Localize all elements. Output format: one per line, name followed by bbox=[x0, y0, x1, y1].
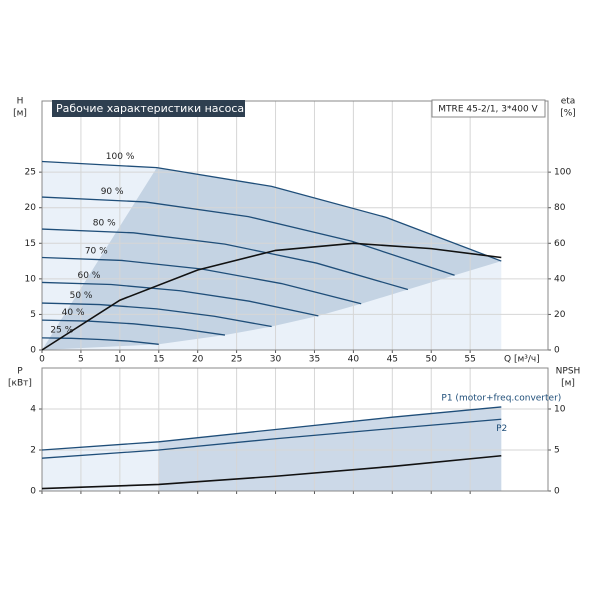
y2-tick-label: 10 bbox=[554, 405, 566, 415]
y2-axis-unit: [%] bbox=[560, 109, 576, 119]
series-label: 80 % bbox=[93, 218, 116, 228]
series-line bbox=[41, 406, 502, 451]
y2-axis-unit: [м] bbox=[561, 379, 575, 389]
x-tick-label: 50 bbox=[426, 355, 438, 365]
series-label: 60 % bbox=[78, 271, 101, 281]
series-line bbox=[41, 242, 502, 351]
x-tick-label: 15 bbox=[153, 355, 164, 365]
x-tick-label: 20 bbox=[192, 355, 204, 365]
series-label: 40 % bbox=[62, 308, 85, 318]
x-tick-label: 45 bbox=[387, 355, 398, 365]
model-label: MTRE 45-2/1, 3*400 V bbox=[438, 105, 538, 115]
y-tick-label: 0 bbox=[30, 346, 36, 356]
x-tick-label: 30 bbox=[270, 355, 282, 365]
y-tick-label: 2 bbox=[30, 446, 36, 456]
plot-frame bbox=[41, 100, 549, 351]
x-tick-label: 25 bbox=[231, 355, 242, 365]
y2-axis-label: NPSH bbox=[556, 367, 581, 377]
series-line bbox=[41, 418, 502, 459]
series-line bbox=[41, 454, 502, 490]
operating-area bbox=[158, 406, 502, 491]
plot-frame bbox=[41, 367, 549, 492]
y2-tick-label: 0 bbox=[554, 346, 560, 356]
y2-tick-label: 40 bbox=[554, 274, 566, 284]
series-line bbox=[41, 196, 455, 276]
x-tick-label: 35 bbox=[309, 355, 320, 365]
y2-tick-label: 80 bbox=[554, 203, 566, 213]
series-label: 70 % bbox=[85, 246, 108, 256]
y-axis-unit: [кВт] bbox=[8, 379, 32, 389]
y2-axis-label: eta bbox=[561, 97, 576, 107]
series-label: 25 % bbox=[50, 326, 73, 336]
y-tick-label: 20 bbox=[25, 203, 37, 213]
y-axis-label: P bbox=[17, 367, 23, 377]
series-label: P2 bbox=[496, 424, 507, 434]
y2-tick-label: 20 bbox=[554, 310, 566, 320]
series-line bbox=[41, 228, 409, 291]
series-line bbox=[41, 281, 319, 317]
y-tick-label: 25 bbox=[25, 168, 36, 178]
y2-tick-label: 100 bbox=[554, 168, 571, 178]
x-axis-label: Q [м³/ч] bbox=[504, 355, 540, 365]
y-tick-label: 15 bbox=[25, 239, 36, 249]
series-line bbox=[41, 160, 502, 262]
x-tick-label: 5 bbox=[78, 355, 84, 365]
series-line bbox=[41, 302, 272, 328]
y-tick-label: 0 bbox=[30, 487, 36, 497]
series-label: 90 % bbox=[101, 187, 124, 197]
series-label: 100 % bbox=[106, 152, 135, 162]
series-label: P1 (motor+freq.converter) bbox=[441, 393, 561, 403]
x-tick-label: 0 bbox=[39, 355, 45, 365]
y-tick-label: 5 bbox=[30, 310, 36, 320]
y2-tick-label: 5 bbox=[554, 446, 560, 456]
series-line bbox=[41, 319, 226, 336]
model-box bbox=[431, 99, 546, 118]
operating-area bbox=[42, 167, 502, 350]
title-box bbox=[52, 100, 245, 117]
chart-title: Рабочие характеристики насоса bbox=[56, 102, 244, 115]
y-tick-label: 10 bbox=[25, 274, 37, 284]
x-tick-label: 10 bbox=[114, 355, 126, 365]
y-axis-unit: [м] bbox=[13, 109, 27, 119]
series-label: 50 % bbox=[70, 291, 93, 301]
y-axis-label: H bbox=[17, 97, 24, 107]
y-tick-label: 4 bbox=[30, 405, 36, 415]
y2-tick-label: 0 bbox=[554, 487, 560, 497]
y2-tick-label: 60 bbox=[554, 239, 566, 249]
x-tick-label: 55 bbox=[464, 355, 475, 365]
x-tick-label: 40 bbox=[348, 355, 360, 365]
